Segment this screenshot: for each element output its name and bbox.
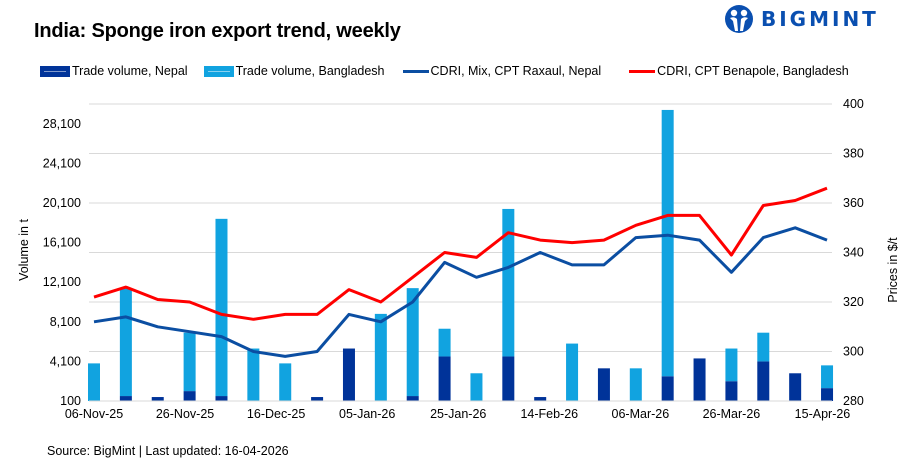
y-left-tick-label: 28,100 [43, 117, 81, 131]
source-note: Source: BigMint | Last updated: 16-04-20… [47, 444, 289, 458]
x-tick-label: 16-Dec-25 [247, 407, 305, 421]
bar-nepal [151, 397, 164, 401]
bar-nepal [661, 376, 674, 401]
logo-text: BIGMINT [761, 7, 879, 31]
bar-nepal [311, 397, 324, 401]
bar-nepal [406, 396, 419, 401]
bar-bangladesh [247, 348, 260, 401]
x-tick-label: 05-Jan-26 [339, 407, 395, 421]
bar-bangladesh [821, 365, 834, 389]
y-left-tick-label: 12,100 [43, 275, 81, 289]
bar-nepal [183, 391, 196, 401]
x-tick-label: 06-Nov-25 [65, 407, 123, 421]
legend: Trade volume, Nepal Trade volume, Bangla… [40, 64, 865, 78]
bar-nepal [789, 373, 802, 401]
legend-label: Trade volume, Bangladesh [235, 64, 385, 78]
y-right-tick-label: 300 [843, 345, 864, 359]
bar-bangladesh [661, 109, 674, 377]
line-benapole-price [93, 186, 828, 321]
x-tick-label: 14-Feb-26 [520, 407, 578, 421]
bar-nepal [757, 361, 770, 401]
bar-bangladesh [470, 373, 483, 401]
y-right-tick-label: 320 [843, 295, 864, 309]
y-right-axis-title: Prices in $/t [886, 237, 900, 303]
y-right-tick-label: 400 [843, 97, 864, 111]
y-left-tick-label: 100 [60, 394, 81, 408]
legend-label: CDRI, Mix, CPT Raxaul, Nepal [430, 64, 602, 78]
y-right-tick-label: 360 [843, 196, 864, 210]
bar-nepal [534, 397, 547, 401]
legend-swatch [40, 65, 70, 77]
legend-swatch [402, 69, 429, 73]
bar-nepal [725, 381, 738, 401]
bar-bangladesh [438, 328, 451, 357]
y-left-axis-title: Volume in t [17, 219, 31, 281]
bar-nepal [821, 388, 834, 401]
legend-swatch [203, 65, 234, 77]
bigmint-logo: BIGMINT [724, 4, 879, 34]
x-tick-label: 26-Mar-26 [703, 407, 761, 421]
y-right-tick-label: 280 [843, 394, 864, 408]
legend-item-benapole-price: CDRI, CPT Benapole, Bangladesh [629, 64, 849, 78]
bar-bangladesh [725, 348, 738, 382]
legend-label: CDRI, CPT Benapole, Bangladesh [657, 64, 849, 78]
bar-bangladesh [183, 332, 196, 392]
legend-item-bangladesh-volume: Trade volume, Bangladesh [203, 64, 385, 78]
x-tick-label: 06-Mar-26 [612, 407, 670, 421]
bar-nepal [119, 396, 132, 401]
bar-bangladesh [88, 363, 100, 401]
logo-mark-icon [725, 5, 753, 33]
bar-nepal [342, 348, 355, 401]
bar-bangladesh [629, 368, 642, 401]
bar-nepal [215, 396, 228, 401]
y-right-tick-label: 380 [843, 147, 864, 161]
legend-label: Trade volume, Nepal [72, 64, 188, 78]
bar-bangladesh [119, 288, 132, 397]
bar-bangladesh [566, 343, 579, 401]
y-left-tick-label: 20,100 [43, 196, 81, 210]
line-raxaul-price [93, 226, 828, 358]
bar-nepal [597, 368, 610, 401]
legend-item-nepal-volume: Trade volume, Nepal [40, 64, 188, 78]
bar-bangladesh [757, 332, 770, 362]
y-left-tick-label: 4,100 [50, 354, 81, 368]
bar-bangladesh [215, 218, 228, 397]
legend-item-raxaul-price: CDRI, Mix, CPT Raxaul, Nepal [402, 64, 602, 78]
y-left-tick-label: 8,100 [50, 315, 81, 329]
x-tick-label: 15-Apr-26 [795, 407, 851, 421]
bar-bangladesh [502, 208, 515, 357]
y-left-tick-label: 24,100 [43, 156, 81, 170]
bar-bangladesh [279, 363, 292, 401]
bar-bangladesh [374, 313, 387, 401]
x-tick-label: 25-Jan-26 [430, 407, 486, 421]
legend-swatch [629, 69, 656, 73]
y-right-tick-label: 340 [843, 246, 864, 260]
bar-nepal [438, 356, 451, 401]
y-left-tick-label: 16,100 [43, 236, 81, 250]
x-tick-label: 26-Nov-25 [156, 407, 214, 421]
bar-nepal [693, 358, 706, 401]
chart-title: India: Sponge iron export trend, weekly [34, 20, 401, 42]
bar-nepal [502, 356, 515, 401]
bar-bangladesh [406, 288, 419, 397]
